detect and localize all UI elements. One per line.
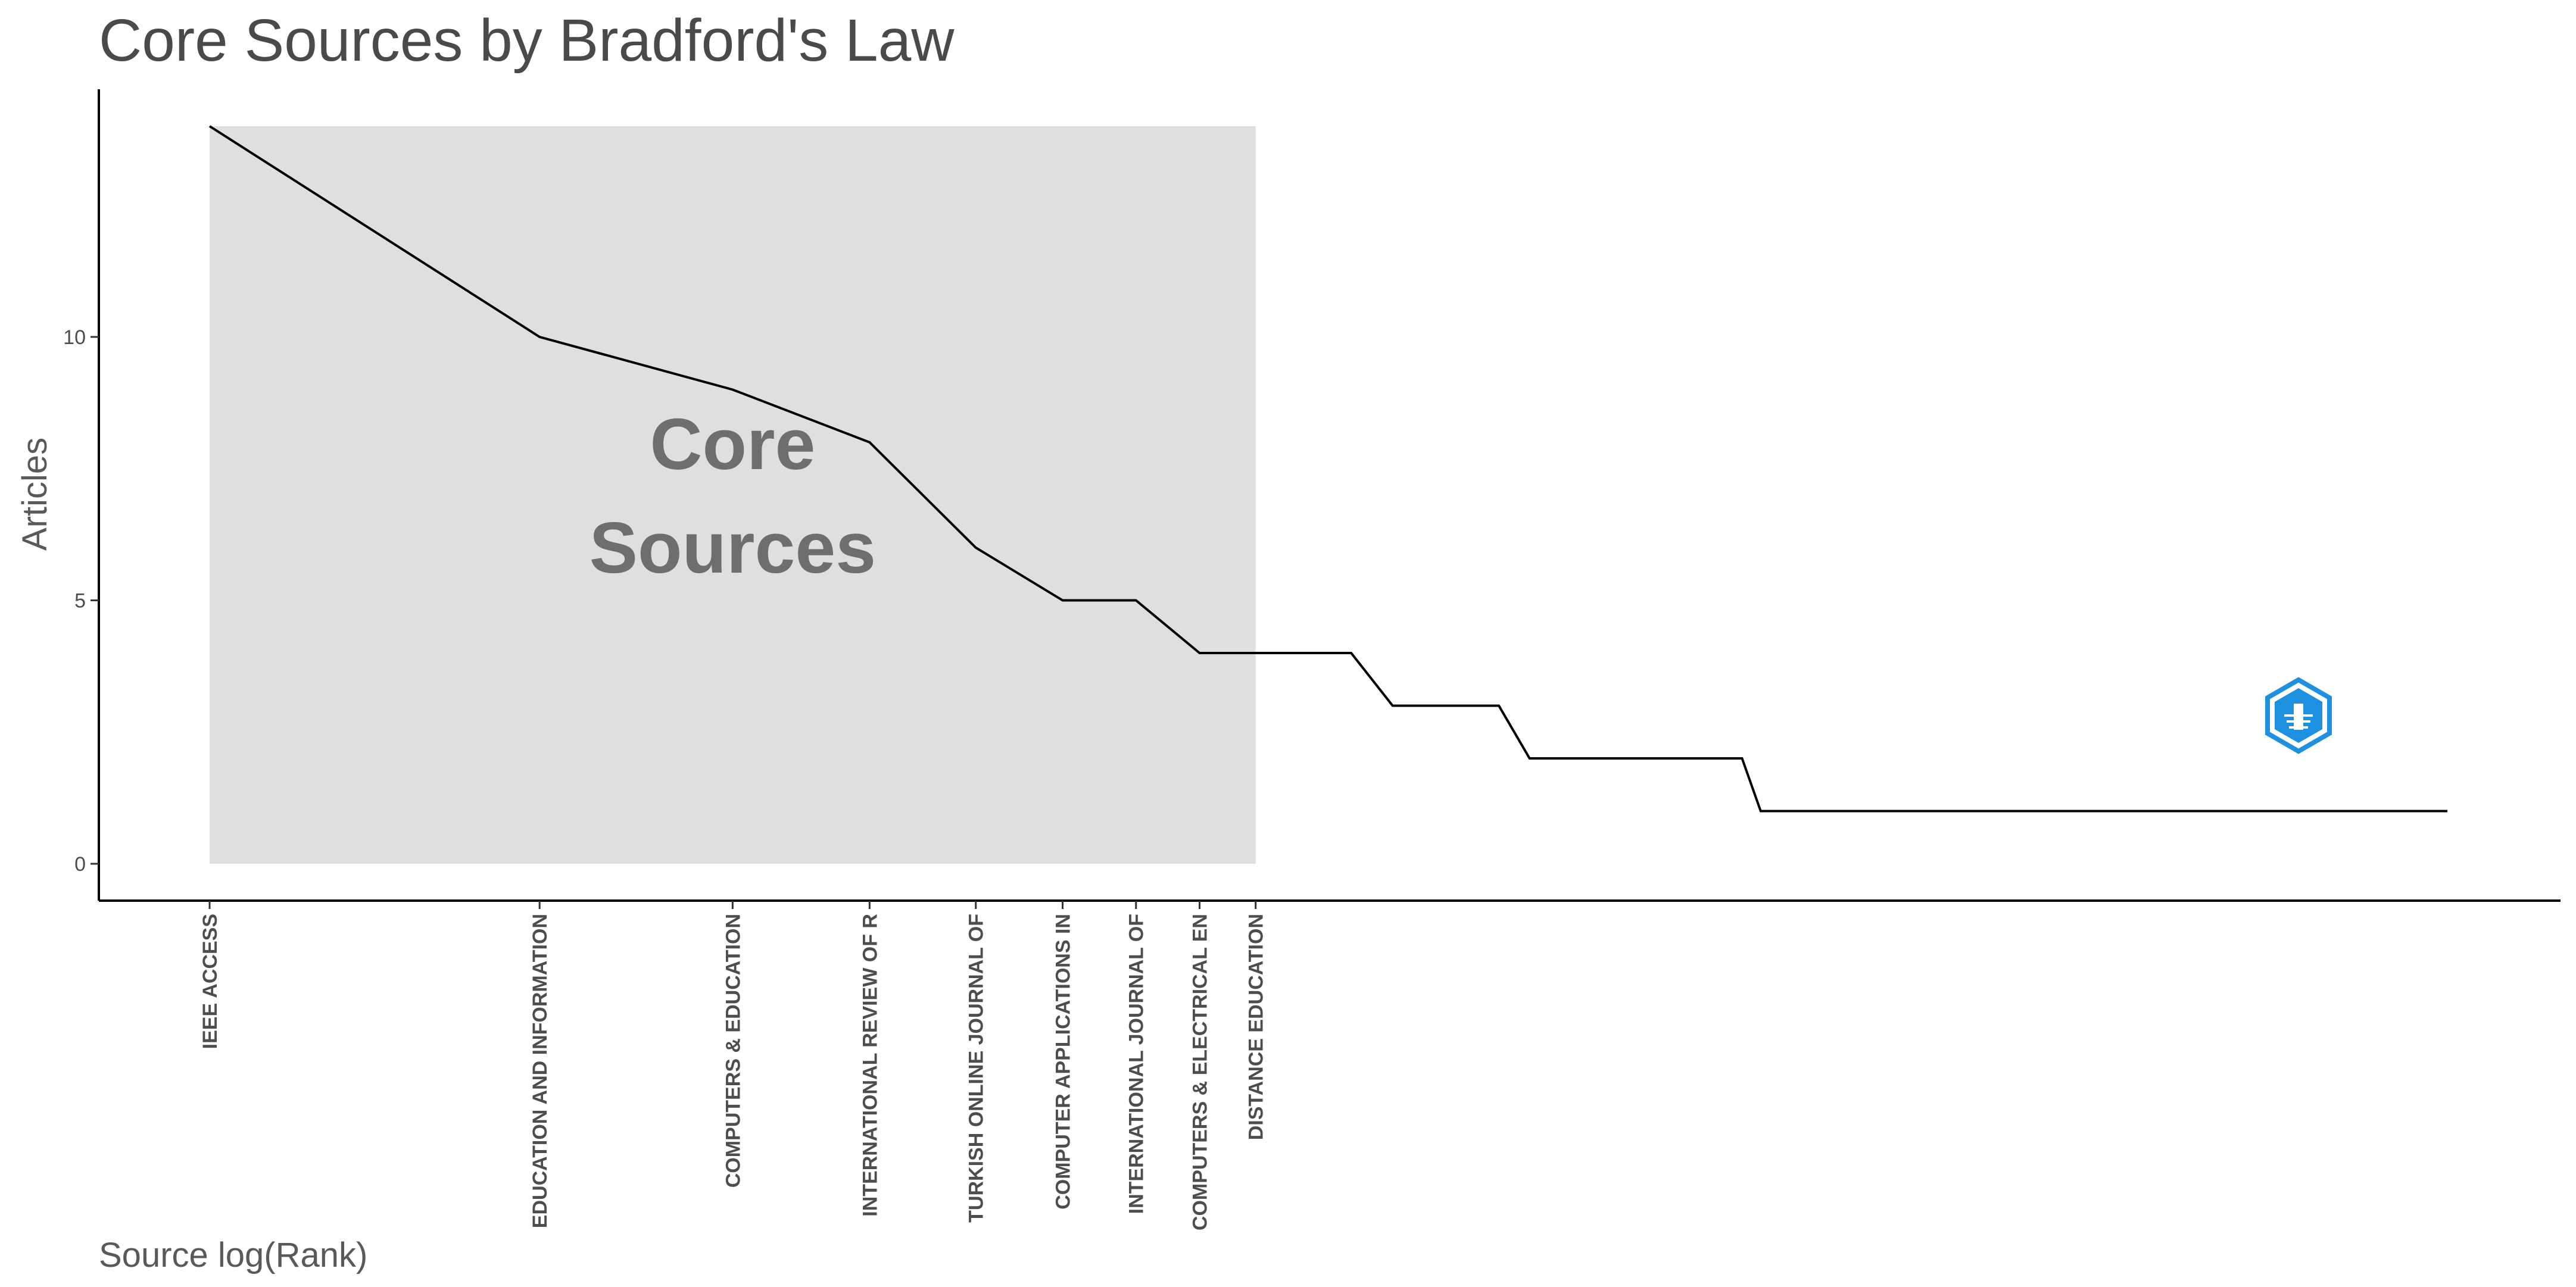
bibliometrix-logo-icon: [2265, 677, 2332, 754]
y-tick-label: 5: [74, 590, 86, 613]
core-sources-zone: [210, 126, 1256, 864]
core-sources-label-line-1: Core: [650, 404, 815, 485]
x-tick-label: EDUCATION AND INFORMATION: [529, 914, 551, 1228]
chart-title: Core Sources by Bradford's Law: [99, 7, 955, 74]
y-tick-label: 0: [74, 853, 86, 876]
x-tick-label: INTERNATIONAL REVIEW OF R: [859, 914, 881, 1217]
x-tick-label: COMPUTER APPLICATIONS IN: [1052, 914, 1074, 1210]
core-sources-label-line-2: Sources: [590, 507, 876, 588]
y-tick-label: 10: [63, 326, 86, 349]
x-tick-label: TURKISH ONLINE JOURNAL OF: [965, 914, 988, 1223]
y-axis-title: Articles: [15, 438, 54, 551]
x-tick-label: DISTANCE EDUCATION: [1245, 914, 1268, 1140]
x-tick-label: COMPUTERS & EDUCATION: [722, 914, 744, 1188]
x-tick-label: COMPUTERS & ELECTRICAL EN: [1189, 914, 1211, 1230]
x-tick-label: INTERNATIONAL JOURNAL OF: [1125, 914, 1148, 1214]
x-axis-title: Source log(Rank): [99, 1236, 367, 1274]
x-tick-label: IEEE ACCESS: [199, 914, 222, 1049]
series-line: [208, 125, 2447, 813]
